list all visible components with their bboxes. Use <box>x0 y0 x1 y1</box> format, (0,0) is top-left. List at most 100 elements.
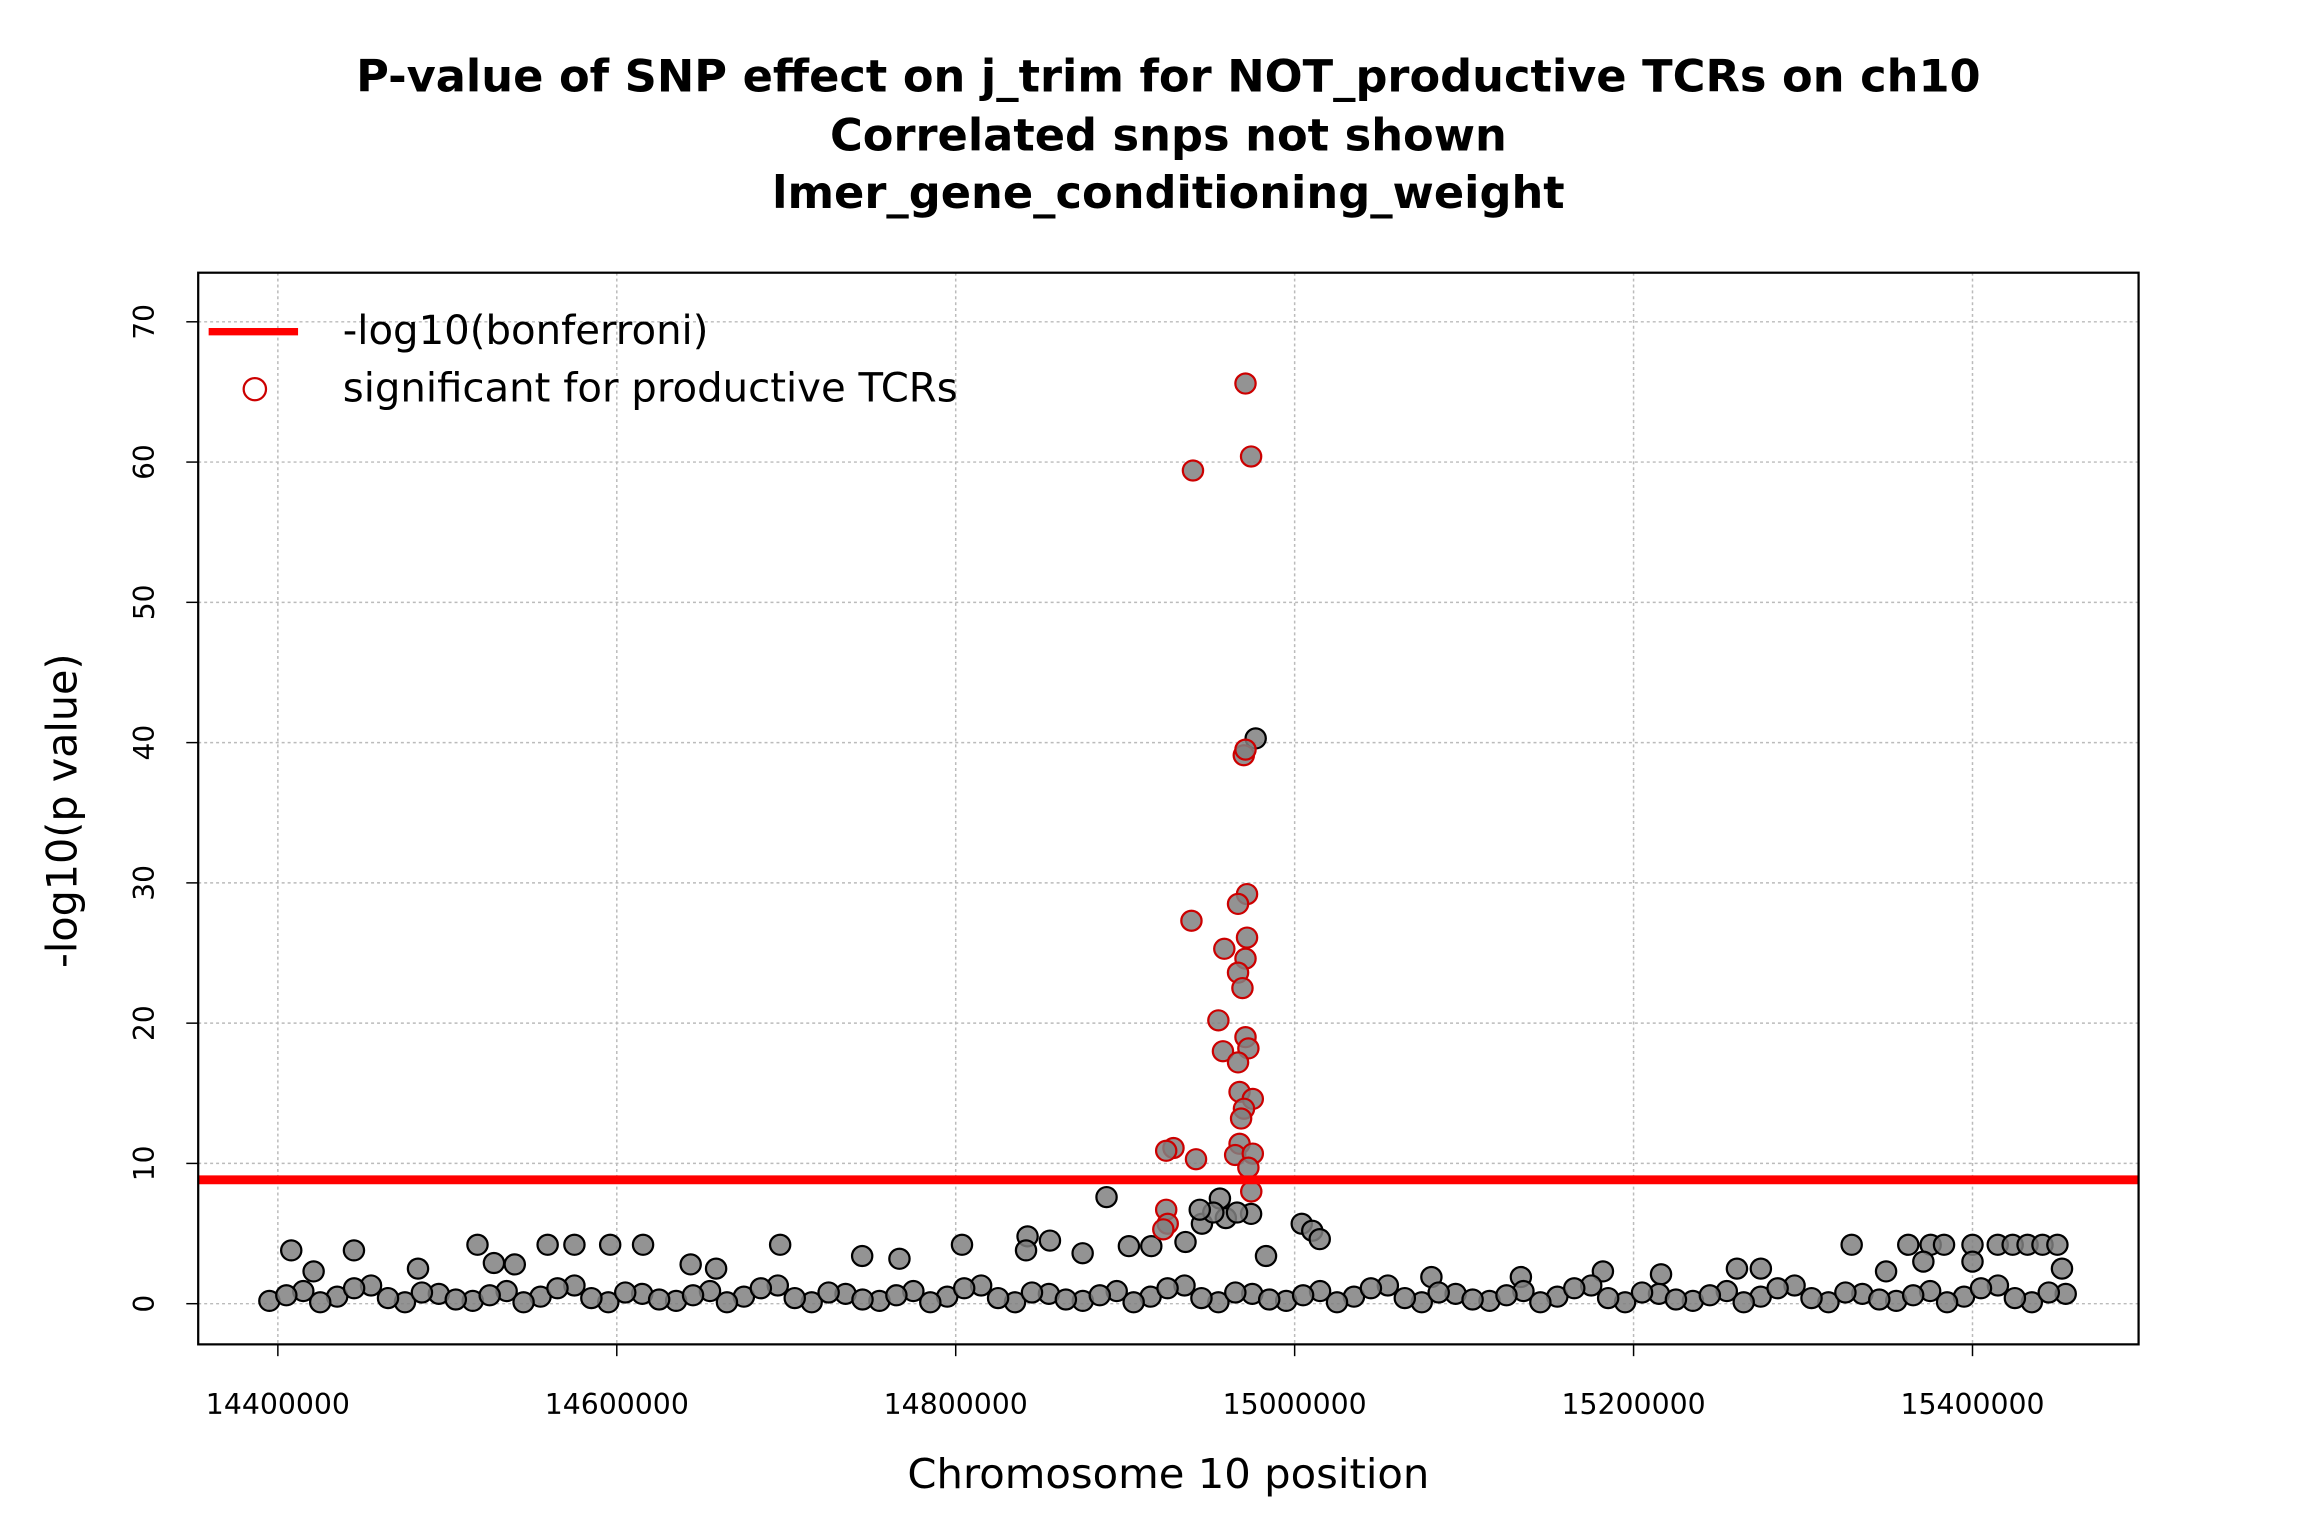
point <box>512 1291 535 1314</box>
point <box>681 1284 705 1307</box>
point <box>1257 1288 1281 1311</box>
point <box>1181 459 1205 482</box>
point <box>1184 1148 1208 1171</box>
y-tick-label: 50 <box>128 585 161 621</box>
plot-frame <box>197 271 2140 1346</box>
point <box>2046 1233 2069 1256</box>
point <box>888 1247 911 1270</box>
point <box>410 1281 434 1304</box>
point <box>768 1233 792 1256</box>
point <box>1874 1260 1898 1283</box>
point <box>1596 1286 1620 1310</box>
chart-subtitle: lmer_gene_conditioning_weight <box>772 168 1565 219</box>
point <box>1461 1288 1484 1311</box>
point <box>631 1233 655 1256</box>
x-tick-label: 15000000 <box>1223 1388 1367 1421</box>
point <box>704 1257 728 1280</box>
point <box>406 1257 430 1280</box>
point <box>1174 1230 1197 1254</box>
point <box>1725 1257 1749 1280</box>
point <box>1291 1284 1315 1307</box>
point <box>1122 1291 1145 1314</box>
point <box>1240 1180 1263 1203</box>
point <box>563 1233 586 1256</box>
point <box>1154 1139 1178 1162</box>
point <box>1800 1286 1823 1310</box>
point <box>580 1286 603 1310</box>
point <box>1912 1250 1935 1273</box>
point <box>1234 372 1257 395</box>
point <box>1211 1040 1235 1063</box>
point <box>1529 1291 1552 1314</box>
point <box>482 1251 506 1275</box>
y-tick-label: 70 <box>128 304 161 340</box>
point <box>1239 445 1263 468</box>
point <box>1897 1233 1920 1256</box>
point <box>1630 1281 1654 1304</box>
point <box>1749 1257 1773 1280</box>
point <box>2003 1286 2027 1310</box>
x-tick-label: 14600000 <box>545 1388 689 1421</box>
point <box>1190 1286 1213 1310</box>
point <box>1225 1201 1249 1224</box>
point <box>503 1253 527 1276</box>
x-tick-label: 14400000 <box>206 1388 350 1421</box>
point <box>546 1277 569 1300</box>
point <box>1732 1291 1755 1314</box>
point <box>1868 1288 1891 1311</box>
legend-label: -log10(bonferroni) <box>343 308 709 354</box>
point <box>1427 1281 1450 1304</box>
point <box>536 1233 559 1256</box>
point <box>1325 1291 1349 1314</box>
point <box>279 1239 303 1262</box>
point <box>2050 1257 2074 1280</box>
point <box>1140 1235 1163 1258</box>
point <box>1038 1229 1062 1252</box>
point <box>850 1244 874 1268</box>
point <box>950 1233 974 1256</box>
point <box>647 1288 671 1311</box>
y-tick-label: 10 <box>128 1146 161 1182</box>
point <box>275 1284 298 1307</box>
point <box>466 1233 489 1256</box>
point <box>919 1291 942 1314</box>
point <box>1969 1277 1993 1300</box>
point <box>749 1277 773 1300</box>
point <box>1591 1260 1615 1283</box>
x-tick-label: 15200000 <box>1562 1388 1706 1421</box>
point <box>1935 1291 1959 1314</box>
point <box>1308 1228 1331 1251</box>
point <box>885 1284 908 1307</box>
point <box>817 1281 840 1304</box>
point <box>308 1291 332 1314</box>
point <box>1213 937 1236 960</box>
point <box>1071 1242 1094 1265</box>
point <box>1766 1277 1789 1300</box>
point <box>1235 926 1259 949</box>
point <box>1961 1250 1984 1273</box>
x-axis-label: Chromosome 10 position <box>907 1449 1429 1498</box>
point <box>1901 1284 1925 1307</box>
point <box>851 1288 874 1311</box>
chart-subtitle: Correlated snps not shown <box>830 111 1507 162</box>
point <box>376 1286 400 1310</box>
point <box>679 1253 702 1276</box>
point <box>986 1286 1010 1310</box>
point <box>1393 1286 1417 1310</box>
y-axis-label: -log10(p value) <box>37 653 86 968</box>
point <box>342 1277 366 1300</box>
y-tick-label: 20 <box>128 1005 161 1041</box>
point <box>952 1277 976 1300</box>
point <box>1254 1244 1278 1268</box>
point <box>302 1260 325 1283</box>
y-tick-label: 0 <box>128 1295 161 1313</box>
chart-title: P-value of SNP effect on j_trim for NOT_… <box>356 52 1981 103</box>
point <box>783 1286 806 1310</box>
point <box>1156 1277 1179 1300</box>
point <box>1152 1218 1175 1241</box>
point <box>1229 1107 1253 1130</box>
y-tick-label: 60 <box>128 444 161 480</box>
point <box>478 1284 501 1307</box>
y-tick-label: 40 <box>128 725 161 761</box>
